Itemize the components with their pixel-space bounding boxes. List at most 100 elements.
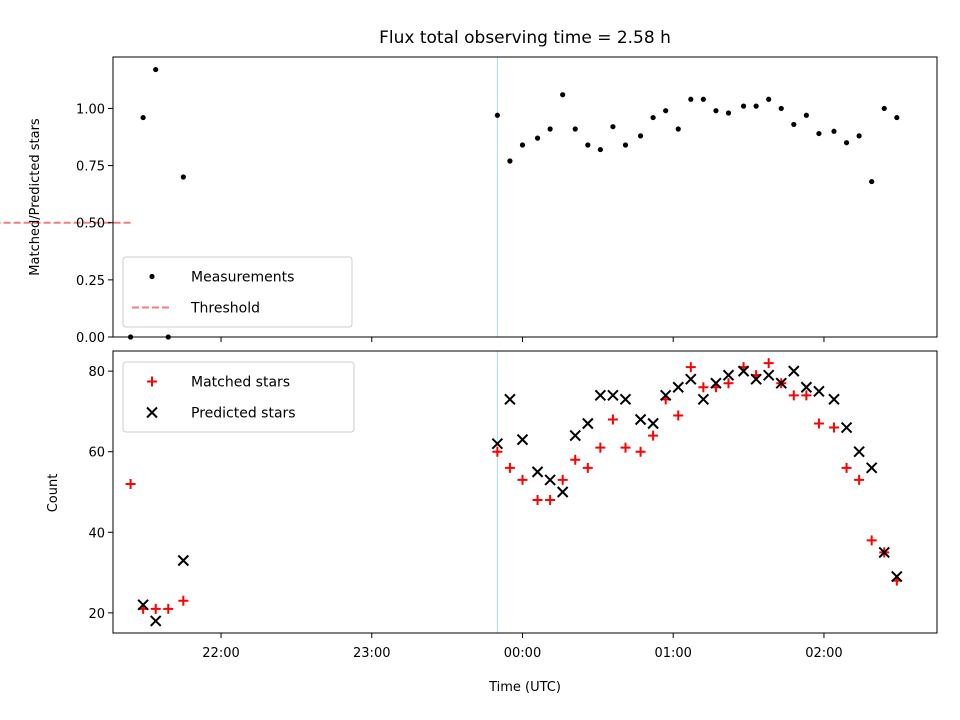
bottom-y-tick-label: 80 [88, 365, 105, 380]
top-legend: Measurements Threshold [122, 256, 353, 328]
matched-stars-point [570, 454, 581, 465]
legend-marker-predicted-stars [146, 406, 158, 419]
predicted-stars-point [516, 433, 529, 446]
predicted-stars-point [607, 389, 619, 402]
measurements-point [650, 114, 656, 121]
chart-title: Flux total observing time = 2.58 h [379, 28, 671, 48]
predicted-stars-point [672, 381, 684, 393]
bottom-panel: 20 40 60 80 22:00 23:00 00:00 01:00 02:00 Matched… [88, 350, 938, 661]
measurements-point [519, 142, 526, 148]
measurements-point [688, 96, 694, 102]
predicted-stars-point [594, 389, 607, 402]
top-y-tick-label: 0.25 [76, 274, 105, 289]
matched-stars-point [595, 442, 606, 453]
matched-stars-point [492, 446, 503, 457]
predicted-stars-point [634, 413, 647, 426]
measurements-point [610, 124, 616, 130]
predicted-stars-point [556, 486, 569, 498]
predicted-stars-point [544, 474, 556, 486]
bottom-axes-frame [112, 350, 938, 634]
legend-label-threshold: Threshold [190, 301, 260, 317]
measurements-point [869, 178, 875, 185]
top-axes-frame [112, 56, 938, 338]
top-y-tick-label: 0.75 [76, 160, 105, 175]
bottom-x-tick-label: 01:00 [654, 646, 691, 661]
predicted-stars-point [750, 373, 762, 385]
measurements-point [637, 133, 644, 139]
measurements-point [140, 114, 146, 121]
matched-stars-point [854, 474, 865, 485]
matched-stars-point [698, 382, 709, 393]
top-y-tick-label: 0.00 [76, 331, 105, 346]
predicted-stars-point [582, 417, 594, 430]
predicted-stars-point [697, 393, 710, 406]
predicted-stars-point [828, 393, 840, 406]
matched-stars-point [723, 378, 734, 389]
matched-stars-point [763, 358, 774, 369]
bottom-x-tick-label: 23:00 [353, 646, 390, 661]
measurements-point [843, 140, 850, 146]
top-y-tick-label: 1.00 [76, 102, 105, 117]
predicted-stars-point [710, 377, 722, 389]
predicted-stars-point [722, 369, 735, 381]
predicted-stars-point [813, 385, 825, 397]
predicted-stars-point [504, 393, 516, 406]
predicted-stars-point [531, 466, 544, 478]
matched-stars-point [801, 390, 812, 401]
matched-stars-point [557, 474, 568, 485]
predicted-stars-point [762, 369, 775, 381]
measurements-point [700, 96, 706, 102]
legend-label-matched-stars: Matched stars [191, 375, 290, 391]
top-y-axis-label: Matched/Predicted stars [28, 118, 43, 276]
matched-stars-point [517, 474, 528, 485]
measurements-point [663, 108, 669, 114]
measurements-point [725, 110, 732, 116]
measurements-point [753, 103, 759, 109]
bottom-legend-box [122, 361, 355, 433]
predicted-stars-point [775, 377, 787, 389]
bottom-y-tick-label: 60 [88, 446, 105, 461]
legend-label-predicted-stars: Predicted stars [191, 406, 296, 422]
measurements-point [153, 66, 159, 73]
legend-label-measurements: Measurements [191, 270, 294, 286]
measurements-point [778, 105, 784, 112]
predicted-stars-point [685, 373, 697, 385]
top-legend-box [122, 256, 353, 328]
bottom-x-tick-label: 02:00 [805, 646, 842, 661]
measurements-point [560, 92, 566, 98]
top-y-tick-label: 0.50 [76, 217, 105, 232]
predicted-stars-point [177, 554, 190, 567]
predicted-stars-point [137, 599, 149, 611]
matched-stars-point [163, 603, 174, 614]
measurements-point [791, 121, 797, 128]
bottom-y-tick-label: 40 [88, 526, 105, 541]
predicted-stars-point [891, 570, 903, 583]
predicted-stars-point [659, 389, 672, 402]
matched-stars-point [648, 430, 659, 441]
bottom-y-axis-label: Count [46, 474, 61, 513]
measurements-point [675, 126, 681, 132]
measurements-point [816, 130, 822, 137]
measurements-point [803, 112, 809, 118]
measurements-point [831, 128, 837, 134]
measurements-point [585, 142, 591, 148]
measurements-point [597, 146, 603, 153]
measurements-point [713, 108, 719, 114]
bottom-x-tick-label: 22:00 [202, 646, 239, 661]
predicted-stars-point [840, 421, 853, 434]
matched-stars-point [788, 390, 799, 401]
bottom-legend: Matched stars Predicted stars [122, 361, 355, 433]
measurements-point [856, 133, 862, 139]
measurements-point [180, 174, 186, 180]
matched-stars-point [673, 410, 684, 421]
measurements-point [622, 142, 629, 148]
matched-stars-point [532, 495, 543, 506]
matched-stars-point [813, 418, 824, 429]
matched-stars-point [504, 462, 515, 473]
predicted-stars-point [737, 365, 750, 377]
measurements-point [766, 96, 772, 102]
matched-stars-point [607, 414, 618, 425]
measurements-point [534, 135, 541, 141]
